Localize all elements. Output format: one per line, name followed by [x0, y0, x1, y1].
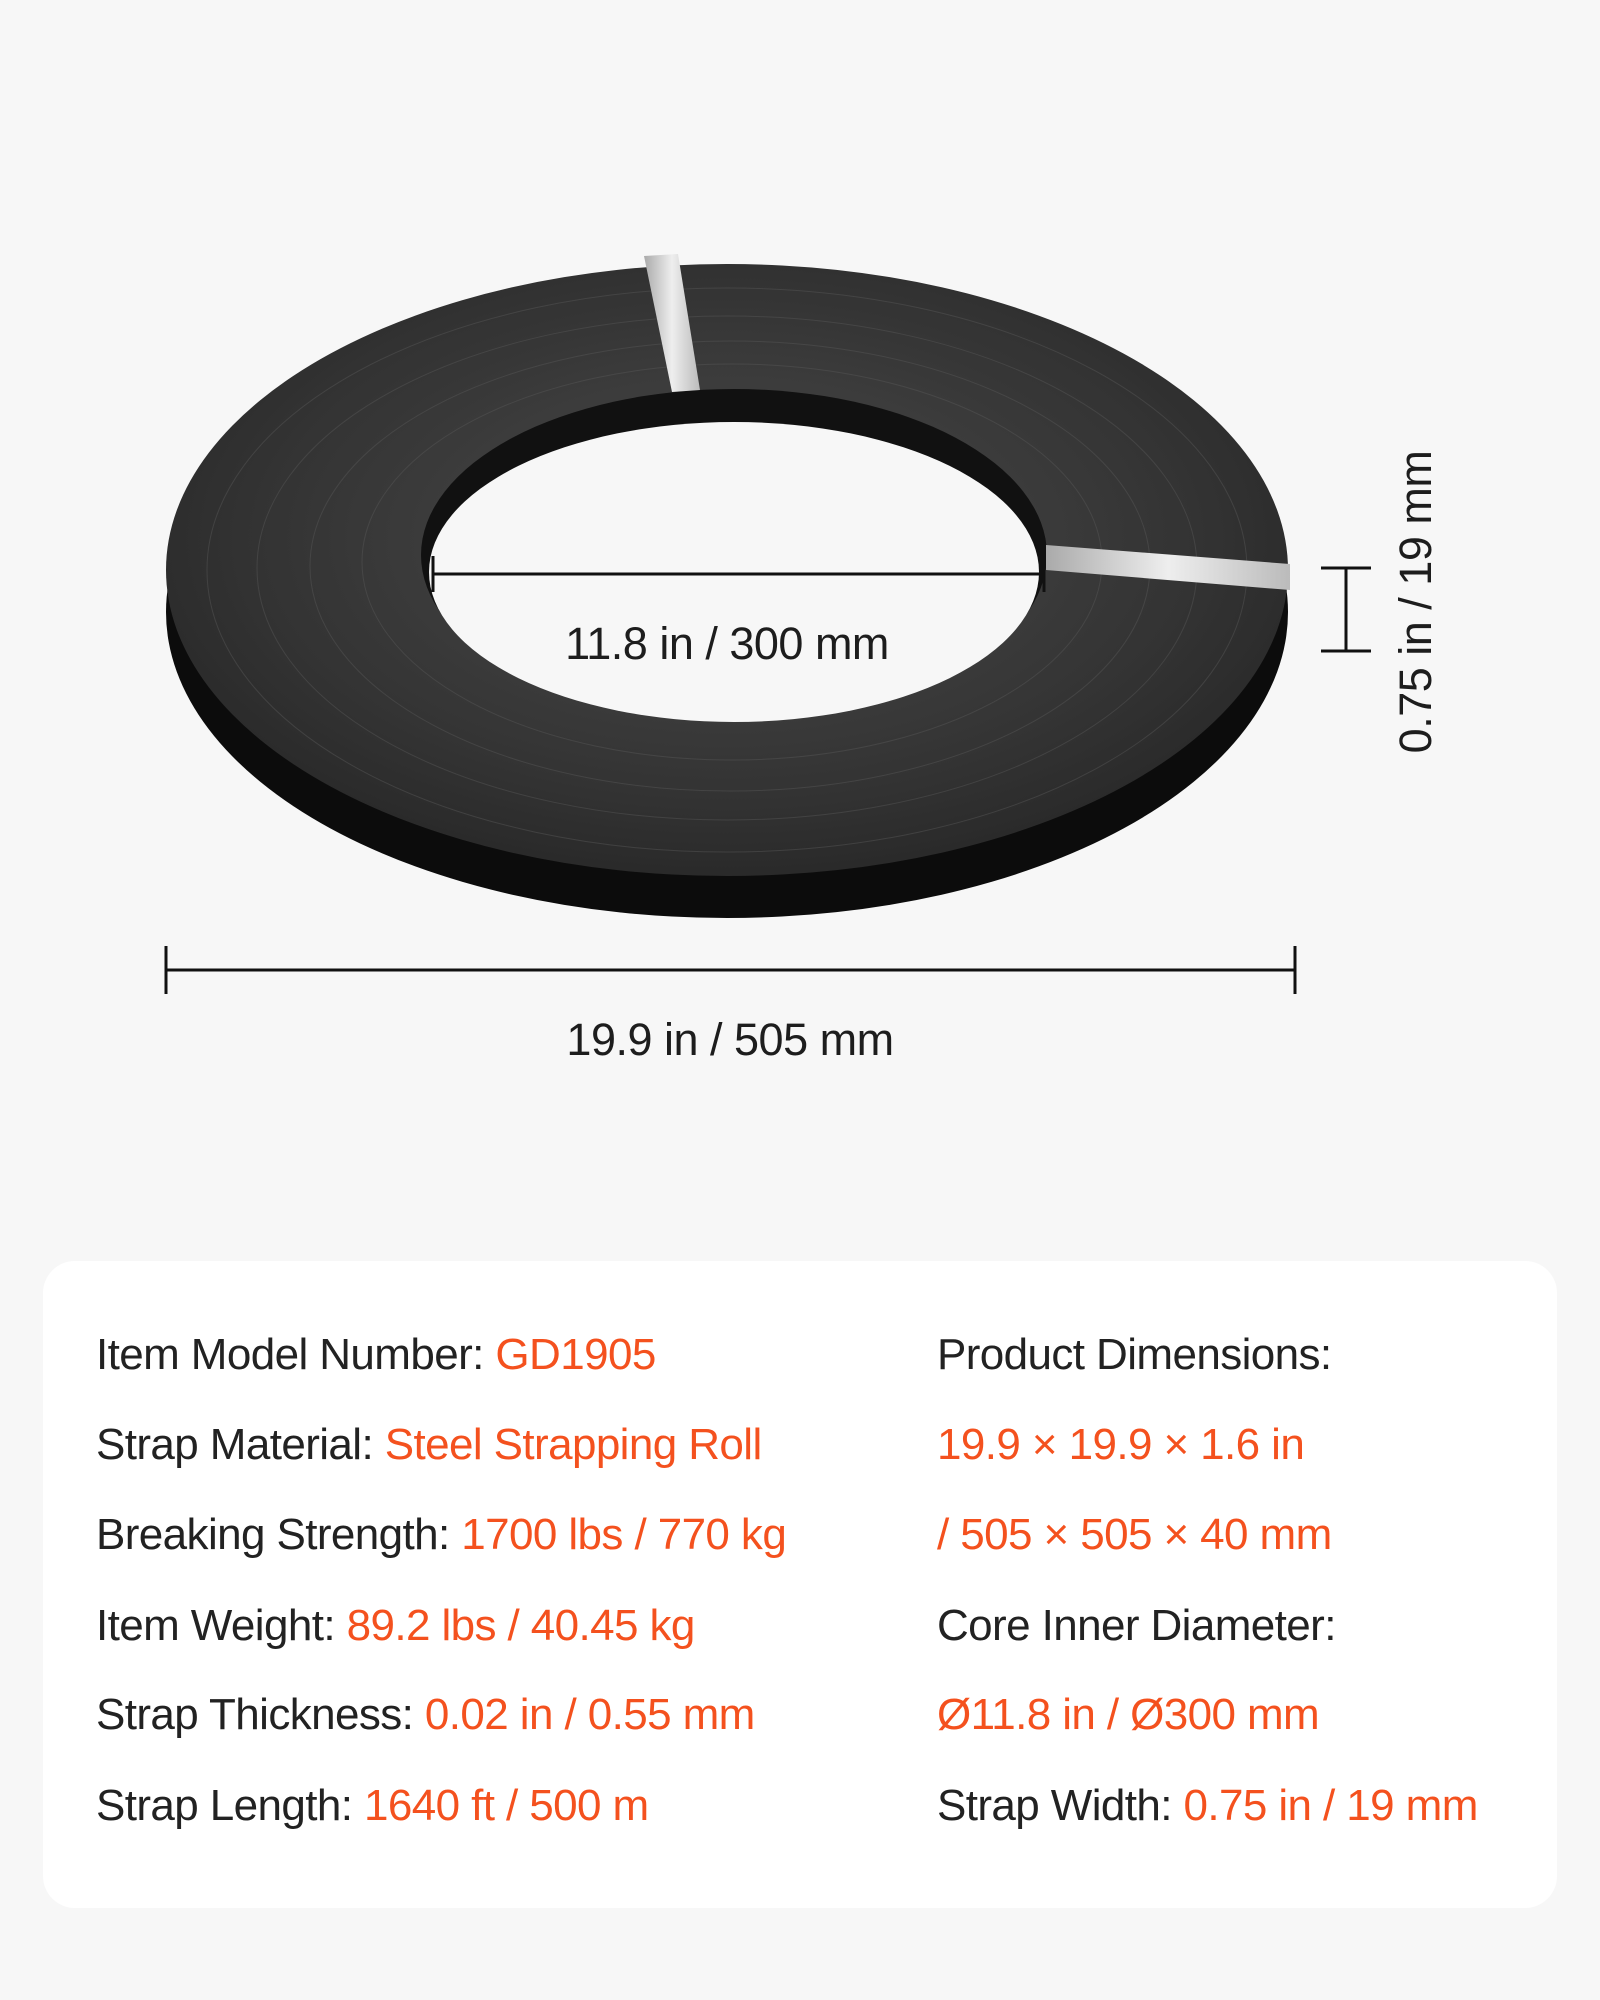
spec-label: Breaking Strength: — [96, 1510, 462, 1559]
roll-core-hole — [429, 422, 1039, 722]
spec-row-left: Strap Material: Steel Strapping Roll — [96, 1420, 762, 1470]
spec-row-right: / 505 × 505 × 40 mm — [937, 1510, 1332, 1560]
outer-diameter-label: 19.9 in / 505 mm — [566, 1014, 894, 1065]
inner-diameter-dimension-line — [431, 556, 1046, 592]
spec-row-right: Strap Width: 0.75 in / 19 mm — [937, 1781, 1478, 1831]
spec-row-right: 19.9 × 19.9 × 1.6 in — [937, 1420, 1305, 1470]
spec-row-left: Item Model Number: GD1905 — [96, 1330, 656, 1380]
spec-row-right: Ø11.8 in / Ø300 mm — [937, 1690, 1320, 1740]
spec-label: Strap Length: — [96, 1781, 365, 1830]
spec-value: Steel Strapping Roll — [384, 1420, 762, 1469]
steel-strap-roll-illustration — [164, 254, 1371, 994]
spec-value: 0.75 in / 19 mm — [1183, 1781, 1479, 1830]
spec-card — [43, 1261, 1557, 1908]
spec-row-left: Strap Thickness: 0.02 in / 0.55 mm — [96, 1690, 755, 1740]
width-dimension-line — [1321, 566, 1371, 653]
spec-label: Core Inner Diameter: — [937, 1601, 1336, 1650]
spec-label: Strap Width: — [937, 1781, 1184, 1830]
spec-value: GD1905 — [495, 1330, 656, 1379]
inner-diameter-label: 11.8 in / 300 mm — [565, 618, 889, 669]
spec-row-left: Strap Length: 1640 ft / 500 m — [96, 1781, 649, 1831]
band-top — [644, 254, 700, 392]
spec-row-right: Core Inner Diameter: — [937, 1601, 1336, 1651]
spec-value: 1700 lbs / 770 kg — [461, 1510, 787, 1559]
spec-row-left: Breaking Strength: 1700 lbs / 770 kg — [96, 1510, 787, 1560]
spec-row-right: Product Dimensions: — [937, 1330, 1332, 1380]
spec-value: 19.9 × 19.9 × 1.6 in — [937, 1420, 1305, 1469]
spec-label: Item Weight: — [96, 1601, 347, 1650]
spec-label: Strap Material: — [96, 1420, 385, 1469]
spec-label: Product Dimensions: — [937, 1330, 1332, 1379]
spec-label: Item Model Number: — [96, 1330, 496, 1379]
spec-value: / 505 × 505 × 40 mm — [937, 1510, 1332, 1559]
spec-value: 89.2 lbs / 40.45 kg — [346, 1601, 696, 1650]
spec-value: 0.02 in / 0.55 mm — [424, 1690, 755, 1739]
spec-row-left: Item Weight: 89.2 lbs / 40.45 kg — [96, 1601, 695, 1651]
outer-diameter-dimension-line — [164, 946, 1297, 994]
spec-value: 1640 ft / 500 m — [364, 1781, 649, 1830]
spec-label: Strap Thickness: — [96, 1690, 425, 1739]
band-right — [1046, 545, 1290, 590]
spec-value: Ø11.8 in / Ø300 mm — [937, 1690, 1320, 1739]
strap-width-label: 0.75 in / 19 mm — [1390, 450, 1441, 754]
